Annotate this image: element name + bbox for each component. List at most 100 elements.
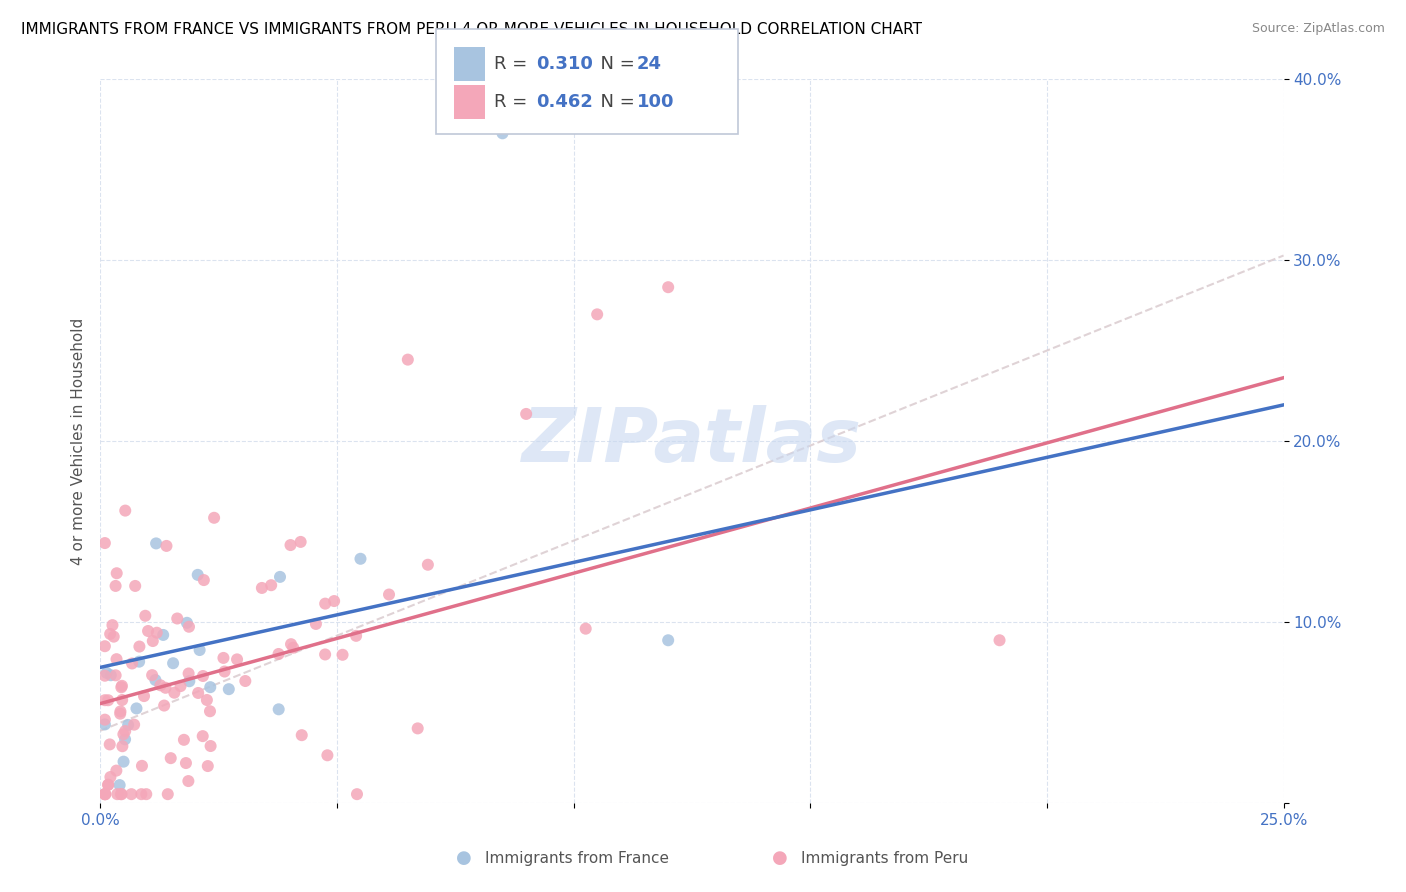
Point xyxy=(145,536,167,550)
Point xyxy=(191,669,214,683)
Point xyxy=(146,625,169,640)
Text: R =: R = xyxy=(494,94,533,112)
Point xyxy=(291,728,314,742)
Point xyxy=(94,787,117,801)
Point xyxy=(177,666,200,681)
Point xyxy=(94,639,117,653)
Point xyxy=(174,756,197,770)
Point xyxy=(110,705,132,719)
Point xyxy=(491,126,513,140)
Point xyxy=(657,280,679,294)
Point xyxy=(94,669,117,683)
Point xyxy=(97,693,120,707)
Point xyxy=(94,787,117,801)
Point xyxy=(131,759,153,773)
Point xyxy=(280,538,302,552)
Point xyxy=(187,686,209,700)
Point xyxy=(349,551,371,566)
Text: Source: ZipAtlas.com: Source: ZipAtlas.com xyxy=(1251,22,1385,36)
Point xyxy=(187,567,209,582)
Point xyxy=(110,787,132,801)
Point xyxy=(162,657,184,671)
Point xyxy=(378,588,401,602)
Text: ●: ● xyxy=(772,849,789,867)
Point xyxy=(145,673,167,687)
Point xyxy=(111,693,134,707)
Point xyxy=(250,581,273,595)
Point xyxy=(176,615,198,630)
Point xyxy=(110,787,132,801)
Point xyxy=(155,681,177,695)
Point xyxy=(152,628,174,642)
Point xyxy=(149,678,172,692)
Text: Immigrants from Peru: Immigrants from Peru xyxy=(801,851,969,865)
Point xyxy=(200,680,222,694)
Point xyxy=(132,689,155,703)
Point xyxy=(105,787,128,801)
Point xyxy=(332,648,354,662)
Point xyxy=(305,616,328,631)
Point xyxy=(125,701,148,715)
Point xyxy=(396,352,419,367)
Point xyxy=(283,640,305,655)
Point xyxy=(128,640,150,654)
Point xyxy=(316,748,339,763)
Point xyxy=(105,764,128,778)
Point xyxy=(135,787,157,801)
Point xyxy=(112,727,135,741)
Point xyxy=(101,618,124,632)
Point xyxy=(166,611,188,625)
Text: 100: 100 xyxy=(637,94,675,112)
Point xyxy=(195,693,218,707)
Point xyxy=(136,624,159,638)
Point xyxy=(100,668,122,682)
Point xyxy=(117,718,139,732)
Point xyxy=(96,665,118,680)
Point xyxy=(111,679,134,693)
Point xyxy=(111,739,134,754)
Point xyxy=(114,503,136,517)
Point xyxy=(94,717,117,731)
Point xyxy=(100,770,122,784)
Point xyxy=(177,774,200,789)
Point xyxy=(267,647,290,661)
Point xyxy=(218,682,240,697)
Point xyxy=(122,717,145,731)
Text: 24: 24 xyxy=(637,54,662,73)
Point xyxy=(197,759,219,773)
Point xyxy=(156,787,179,801)
Point xyxy=(188,643,211,657)
Point xyxy=(94,693,117,707)
Point xyxy=(191,729,214,743)
Point xyxy=(657,633,679,648)
Point xyxy=(267,702,290,716)
Point xyxy=(104,668,127,682)
Point xyxy=(128,655,150,669)
Point xyxy=(988,633,1011,648)
Point xyxy=(159,751,181,765)
Point xyxy=(314,597,336,611)
Point xyxy=(314,648,336,662)
Point xyxy=(134,608,156,623)
Point xyxy=(108,706,131,721)
Point xyxy=(280,637,302,651)
Point xyxy=(323,594,346,608)
Point xyxy=(290,535,312,549)
Point xyxy=(98,627,121,641)
Point xyxy=(212,651,235,665)
Point xyxy=(179,674,201,689)
Point xyxy=(233,673,256,688)
Point xyxy=(105,652,128,666)
Point xyxy=(198,704,221,718)
Text: Immigrants from France: Immigrants from France xyxy=(485,851,669,865)
Point xyxy=(173,732,195,747)
Text: ●: ● xyxy=(456,849,472,867)
Text: 0.462: 0.462 xyxy=(536,94,592,112)
Point xyxy=(202,510,225,524)
Point xyxy=(94,787,117,801)
Point xyxy=(98,738,121,752)
Point xyxy=(104,579,127,593)
Point xyxy=(120,787,142,801)
Point xyxy=(153,698,176,713)
Point xyxy=(177,620,200,634)
